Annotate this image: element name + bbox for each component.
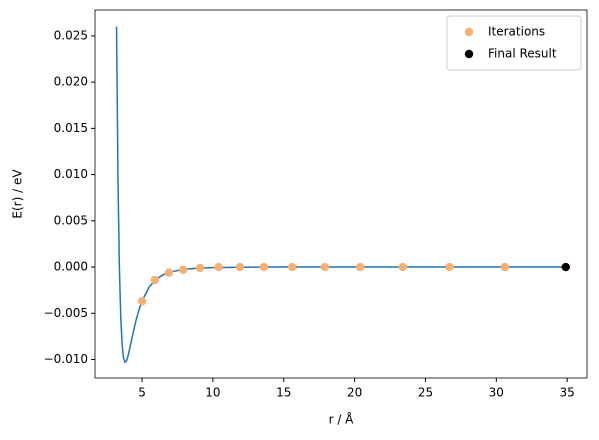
point bbox=[561, 262, 570, 272]
x-tick-label: 20 bbox=[347, 386, 362, 400]
x-tick-label: 10 bbox=[205, 386, 220, 400]
point bbox=[178, 265, 188, 275]
point bbox=[445, 262, 454, 272]
point bbox=[356, 262, 365, 272]
point bbox=[235, 262, 245, 272]
x-tick-label: 35 bbox=[560, 386, 575, 400]
legend-label: Final Result bbox=[488, 47, 557, 61]
y-tick-label: 0.015 bbox=[54, 121, 88, 135]
y-tick-label: −0.005 bbox=[44, 306, 88, 320]
y-tick-label: 0.010 bbox=[54, 167, 88, 181]
point bbox=[164, 268, 174, 277]
y-axis-label: E(r) / eV bbox=[11, 169, 25, 219]
y-tick-label: 0.000 bbox=[54, 260, 88, 274]
point bbox=[500, 262, 510, 272]
point bbox=[398, 262, 407, 272]
legend-box bbox=[446, 15, 582, 71]
y-tick-label: 0.020 bbox=[54, 75, 88, 89]
x-tick-label: 25 bbox=[418, 386, 433, 400]
y-tick-label: 0.025 bbox=[54, 28, 88, 42]
point bbox=[214, 262, 223, 272]
legend-marker bbox=[464, 49, 474, 59]
point bbox=[320, 262, 330, 272]
legend-label: Iterations bbox=[488, 25, 545, 39]
axes-frame bbox=[94, 9, 588, 379]
y-tick-label: 0.005 bbox=[54, 213, 88, 227]
y-tick-label: −0.010 bbox=[44, 352, 88, 366]
point bbox=[288, 262, 297, 272]
point bbox=[259, 262, 269, 272]
legend-marker bbox=[464, 27, 474, 37]
x-axis-label: r / Å bbox=[329, 412, 355, 427]
point bbox=[195, 263, 205, 273]
point bbox=[137, 297, 147, 306]
point bbox=[150, 275, 159, 285]
x-tick-label: 5 bbox=[138, 386, 146, 400]
x-tick-label: 30 bbox=[489, 386, 504, 400]
x-tick-label: 15 bbox=[276, 386, 291, 400]
